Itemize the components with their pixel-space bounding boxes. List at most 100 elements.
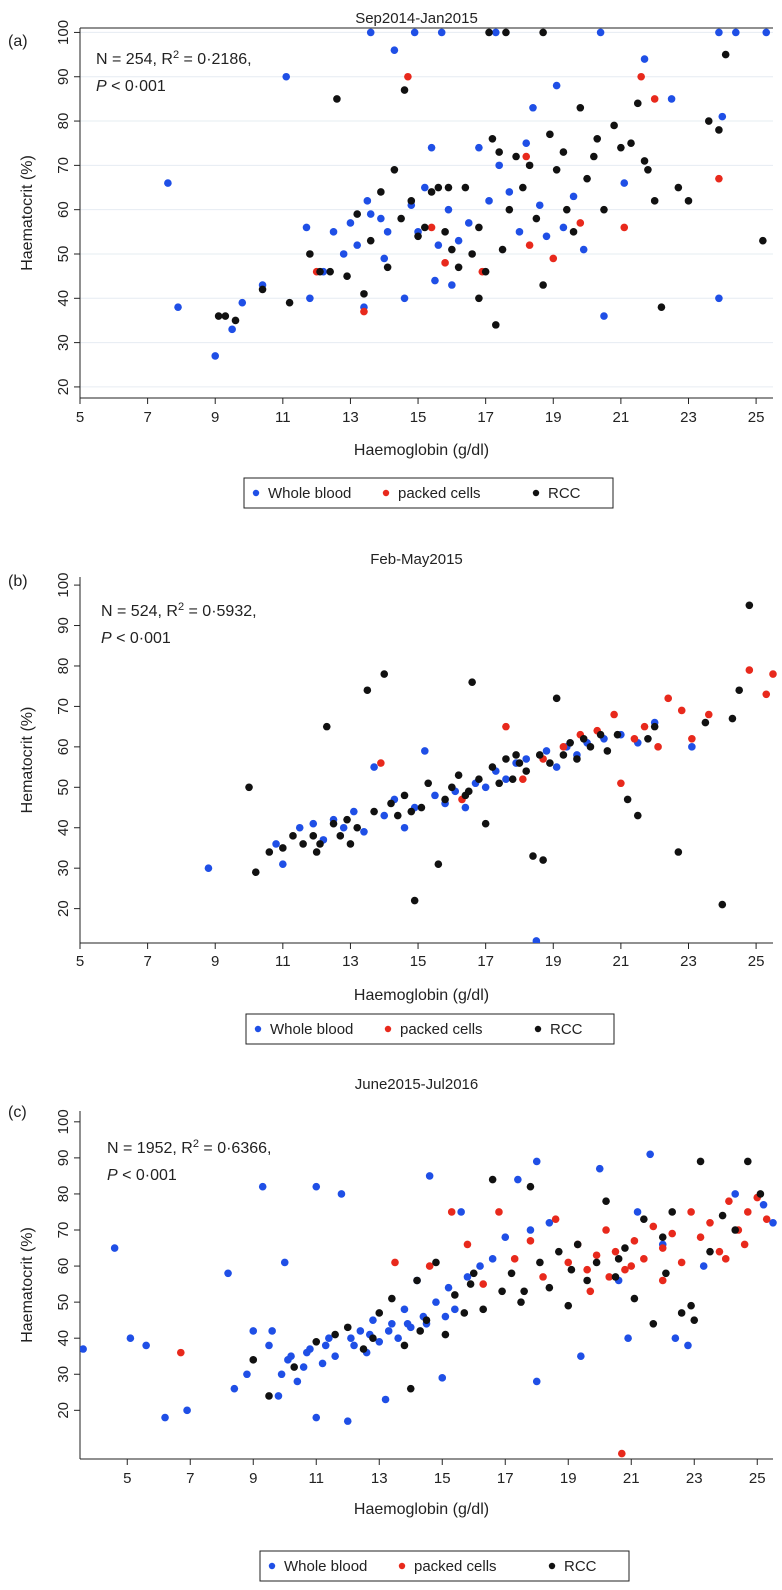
data-point-whole-blood [400, 294, 409, 303]
data-points [164, 28, 771, 360]
data-point-rcc [525, 161, 534, 170]
legend-marker-rcc [534, 1025, 542, 1033]
data-point-rcc [359, 1345, 368, 1353]
data-point-rcc [611, 1273, 620, 1281]
data-point-whole-blood [532, 937, 541, 943]
data-point-rcc [650, 722, 659, 731]
data-point-whole-blood [451, 1305, 459, 1314]
data-point-whole-blood [380, 811, 389, 820]
data-point-rcc [322, 722, 331, 731]
data-point-rcc [488, 1175, 497, 1184]
data-point-rcc [360, 290, 368, 298]
data-point-packed-cells [495, 1208, 503, 1216]
data-point-rcc [576, 103, 585, 112]
x-tick-label: 7 [143, 409, 151, 426]
data-point-rcc [285, 298, 294, 307]
data-point-rcc [756, 1190, 765, 1198]
data-point-rcc [407, 807, 416, 816]
data-point-rcc [519, 183, 527, 192]
legend: Whole blood packed cells RCC [259, 1550, 630, 1582]
data-point-rcc [567, 1265, 576, 1274]
data-point-rcc [573, 755, 581, 763]
x-tick-label: 17 [477, 409, 494, 426]
data-point-rcc [414, 232, 422, 241]
data-point-whole-blood [80, 1345, 87, 1353]
data-point-packed-cells [525, 241, 534, 249]
stats-p-value: < 0·001 [112, 630, 171, 647]
data-point-rcc [495, 148, 503, 156]
data-point-whole-blood [299, 1363, 308, 1371]
data-point-whole-blood [268, 1327, 276, 1335]
data-point-whole-blood [279, 860, 287, 868]
data-point-rcc [306, 250, 314, 258]
data-point-whole-blood [230, 1384, 239, 1393]
data-point-whole-blood [640, 55, 649, 63]
data-point-rcc [231, 316, 240, 325]
data-point-whole-blood [277, 1370, 286, 1379]
data-point-whole-blood [526, 1226, 535, 1234]
y-tick-label: 60 [55, 1258, 72, 1275]
data-point-rcc [592, 1258, 601, 1267]
data-point-whole-blood [339, 250, 348, 258]
data-point-whole-blood [400, 823, 409, 832]
y-tick-label: 90 [55, 617, 72, 634]
data-point-rcc [704, 117, 713, 125]
data-point-packed-cells [744, 1208, 752, 1216]
x-tick-label: 9 [249, 1470, 257, 1487]
x-tick-label: 7 [186, 1470, 194, 1487]
data-point-packed-cells [677, 1258, 686, 1267]
data-point-whole-blood [274, 1392, 283, 1400]
data-point-whole-blood [325, 1334, 333, 1342]
data-point-whole-blood [732, 28, 740, 37]
data-point-rcc [674, 183, 683, 192]
data-point-rcc [454, 771, 463, 779]
data-point-packed-cells [687, 1208, 695, 1216]
y-tick-label: 60 [55, 739, 72, 756]
stats-n: N = 1952, R [107, 1140, 193, 1157]
data-point-rcc [475, 775, 483, 784]
data-point-rcc [289, 832, 297, 840]
data-point-whole-blood [532, 1377, 541, 1386]
data-point-rcc [687, 1301, 695, 1310]
data-point-rcc [460, 1309, 469, 1317]
data-point-whole-blood [265, 1341, 273, 1350]
data-point-packed-cells [610, 710, 618, 719]
data-point-rcc [745, 601, 754, 610]
data-point-whole-blood [684, 1341, 692, 1350]
data-point-rcc [515, 759, 524, 767]
data-point-whole-blood [444, 205, 453, 214]
data-point-rcc [706, 1247, 714, 1256]
data-point-rcc [421, 223, 429, 232]
stats-p: P [96, 78, 107, 95]
data-point-rcc [388, 1294, 396, 1303]
y-tick-label: 100 [55, 1109, 72, 1134]
data-point-whole-blood [476, 1262, 484, 1270]
data-point-rcc [475, 294, 483, 303]
data-point-whole-blood [375, 1337, 384, 1346]
data-point-whole-blood [403, 1319, 412, 1328]
data-point-packed-cells [650, 95, 659, 103]
data-point-whole-blood [400, 1305, 409, 1314]
data-point-whole-blood [272, 840, 280, 848]
y-tick-label: 50 [55, 779, 72, 796]
data-point-rcc [633, 811, 642, 820]
data-point-rcc [441, 1330, 450, 1339]
data-point-rcc [744, 1157, 752, 1166]
data-point-whole-blood [441, 1312, 450, 1321]
data-point-rcc [343, 815, 351, 824]
data-point-rcc [407, 197, 416, 205]
data-point-whole-blood [370, 763, 378, 771]
data-point-packed-cells [630, 734, 639, 743]
data-point-whole-blood [762, 28, 771, 37]
data-point-packed-cells [740, 1240, 749, 1249]
data-point-packed-cells [630, 1237, 639, 1245]
data-point-whole-blood [249, 1327, 258, 1335]
data-point-packed-cells [549, 254, 558, 263]
data-point-rcc [343, 1323, 352, 1332]
y-tick-label: 50 [55, 246, 72, 263]
data-point-rcc [566, 739, 574, 747]
data-point-packed-cells [620, 223, 629, 232]
data-point-whole-blood [329, 228, 338, 236]
data-point-rcc [640, 157, 649, 165]
data-point-whole-blood [224, 1269, 232, 1278]
